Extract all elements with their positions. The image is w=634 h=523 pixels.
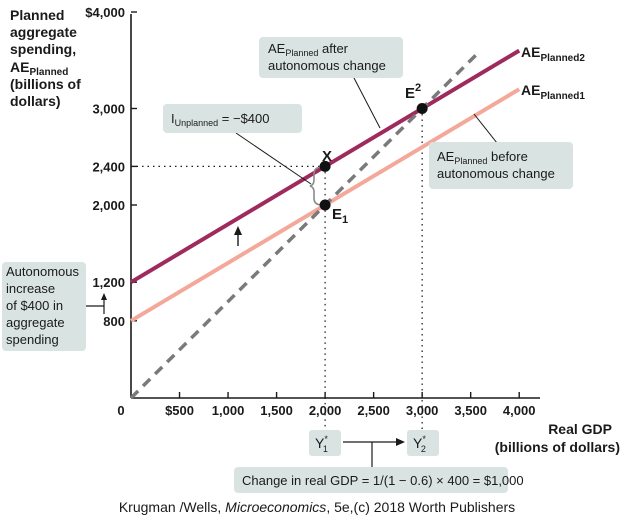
y-axis-title-units-2: dollars) — [10, 93, 61, 109]
autonomous-bracket-arrow — [86, 293, 107, 314]
series-label-ae1: AEPlanned1 — [521, 82, 585, 102]
y-axis-title-ae: AEPlanned — [10, 59, 68, 78]
point-label-x: X — [322, 148, 332, 165]
origin-label: 0 — [117, 403, 124, 418]
change-gdp-text: Change in real GDP = 1/(1 − 0.6) × 400 =… — [242, 473, 524, 488]
credit-line: Krugman /Wells, Microeconomics, 5e,(c) 2… — [119, 499, 515, 515]
x-axis-title-line-2: (billions of dollars) — [495, 439, 620, 455]
change-gdp-box: Change in real GDP = 1/(1 − 0.6) × 400 =… — [234, 467, 524, 493]
y1-star-box: Y* 1 — [309, 430, 341, 456]
unplanned-box-leader — [235, 132, 312, 185]
x-tick-label-1: 1,000 — [212, 403, 245, 418]
y-axis-title: Planned aggregate spending, AEPlanned (b… — [10, 7, 81, 109]
autonomous-box-line-2: increase — [6, 281, 55, 296]
after-box-line-2: autonomous change — [268, 58, 386, 73]
y-tick-label-1: 3,000 — [92, 102, 125, 117]
point-marker-1 — [319, 199, 331, 211]
before-box-line-1: AEPlanned before — [437, 149, 528, 166]
before-change-box: AEPlanned before autonomous change — [429, 142, 573, 189]
y-tick-label-2: 2,400 — [92, 159, 125, 174]
autonomous-increase-box: Autonomous increase of $400 in aggregate… — [2, 262, 86, 351]
y-tick-label-3: 2,000 — [92, 198, 125, 213]
x-tick-label-6: 3,500 — [454, 403, 487, 418]
after-box-leader — [353, 77, 381, 129]
shift-up-arrow — [234, 226, 242, 246]
unplanned-brace — [309, 166, 323, 206]
y-axis-title-line-3: spending, — [10, 41, 76, 57]
after-change-box: AEPlanned after autonomous change — [259, 37, 403, 78]
x-tick-label-5: 3,000 — [406, 403, 439, 418]
x-tick-label-2: 1,500 — [260, 403, 293, 418]
point-label-e2: E2 — [405, 82, 421, 102]
guide-lines — [131, 108, 423, 430]
unplanned-box-text: IUnplanned = −$400 — [171, 111, 270, 128]
y-tick-label-0: $4,000 — [85, 5, 125, 20]
y-tick-label-5: 800 — [103, 314, 125, 329]
series-label-ae2: AEPlanned2 — [521, 44, 585, 64]
autonomous-box-line-5: spending — [6, 332, 59, 347]
y1-to-y2-arrow — [343, 438, 405, 467]
x-axis-title-line-1: Real GDP — [548, 421, 612, 437]
y2-star-label: Y* 2 — [413, 434, 426, 454]
y2-star-box: Y* 2 — [407, 430, 439, 456]
y-ticks: $4,000 3,000 2,400 2,000 1,200 800 — [85, 5, 137, 329]
y-axis-title-units-1: (billions of — [10, 76, 81, 92]
x-tick-label-4: 2,500 — [357, 403, 390, 418]
y-tick-label-4: 1,200 — [92, 275, 125, 290]
x-ticks: $500 1,000 1,500 2,000 2,500 3,000 3,500 4,000 — [165, 392, 535, 418]
series-lines — [129, 48, 521, 400]
autonomous-box-line-3: of $400 in — [6, 298, 63, 313]
x-tick-label-3: 2,000 — [309, 403, 342, 418]
point-marker-2 — [416, 103, 428, 114]
point-marker-0 — [319, 160, 331, 172]
before-box-line-2: autonomous change — [437, 166, 555, 181]
after-box-line-1: AEPlanned after — [268, 41, 349, 58]
unplanned-box: IUnplanned = −$400 — [163, 104, 302, 133]
autonomous-box-line-1: Autonomous — [6, 264, 79, 279]
x-tick-label-0: $500 — [165, 403, 194, 418]
y-axis-title-line-2: aggregate — [10, 24, 77, 40]
y1-star-label: Y* 1 — [315, 434, 328, 454]
point-label-e1: E1 — [332, 206, 348, 226]
autonomous-box-line-4: aggregate — [6, 315, 65, 330]
x-tick-label-7: 4,000 — [503, 403, 536, 418]
y-axis-title-line-1: Planned — [10, 7, 64, 23]
points — [319, 103, 428, 211]
